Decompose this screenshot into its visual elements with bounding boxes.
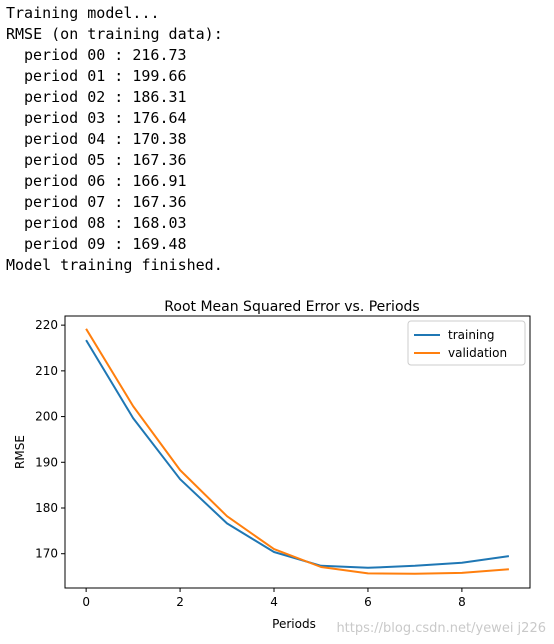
- legend: training validation: [407, 320, 526, 366]
- series-line-validation: [85, 328, 509, 575]
- y-tick-label: 170: [35, 547, 58, 561]
- y-tick-label: 190: [35, 455, 58, 469]
- y-tick-label: 200: [35, 410, 58, 424]
- console-line: RMSE (on training data):: [6, 25, 223, 43]
- chart-title: Root Mean Squared Error vs. Periods: [164, 299, 419, 315]
- x-tick-label: 8: [458, 595, 466, 609]
- chart-svg: Root Mean Squared Error vs. Periods 1701…: [13, 299, 531, 631]
- console-line: period 05 : 167.36: [24, 151, 187, 169]
- console-line: period 01 : 199.66: [24, 67, 187, 85]
- y-ticks: 170 180 190 200 210 220: [35, 318, 65, 561]
- console-line: Model training finished.: [6, 256, 223, 274]
- console-line: Training model...: [6, 4, 160, 22]
- x-ticks: 0 2 4 6 8: [82, 588, 466, 609]
- series-line-training: [85, 339, 510, 569]
- y-tick-label: 220: [35, 318, 58, 332]
- console-line: period 02 : 186.31: [24, 88, 187, 106]
- console-line: period 00 : 216.73: [24, 46, 187, 64]
- y-tick-label: 180: [35, 501, 58, 515]
- series-lines: [85, 328, 510, 575]
- x-tick-label: 0: [82, 595, 90, 609]
- x-tick-label: 4: [270, 595, 278, 609]
- console-output: Training model... RMSE (on training data)…: [6, 3, 223, 276]
- console-line: period 08 : 168.03: [24, 214, 187, 232]
- console-line: period 07 : 167.36: [24, 193, 187, 211]
- plot-frame: [64, 315, 531, 589]
- console-line: period 06 : 166.91: [24, 172, 187, 190]
- x-tick-label: 6: [364, 595, 372, 609]
- y-axis-label: RMSE: [13, 435, 27, 469]
- x-axis-label: Periods: [272, 617, 316, 631]
- console-line: period 03 : 176.64: [24, 109, 187, 127]
- console-line: period 09 : 169.48: [24, 235, 187, 253]
- legend-label-training: training: [448, 328, 495, 342]
- console-line: period 04 : 170.38: [24, 130, 187, 148]
- legend-label-validation: validation: [448, 346, 507, 360]
- x-tick-label: 2: [176, 595, 184, 609]
- rmse-chart: Root Mean Squared Error vs. Periods 170 1…: [0, 292, 554, 644]
- y-tick-label: 210: [35, 364, 58, 378]
